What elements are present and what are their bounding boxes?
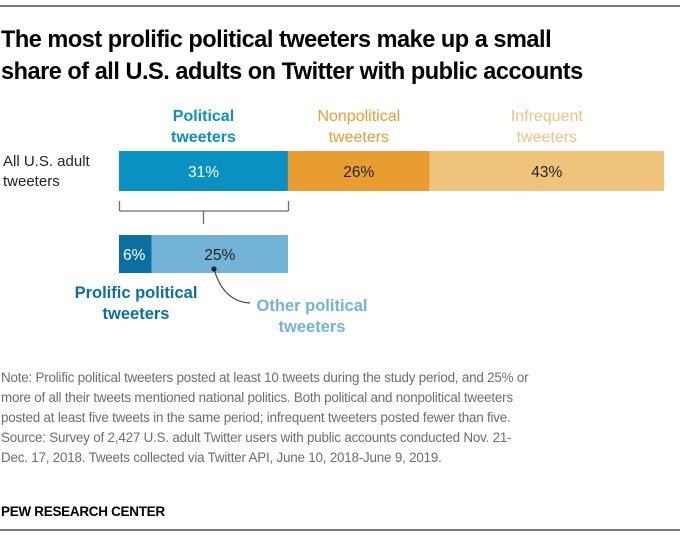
main-bar: 31% 26% 43%	[119, 151, 664, 191]
note-line: Note: Prolific political tweeters posted…	[1, 370, 529, 385]
breakdown-bar: 6% 25%	[119, 235, 288, 273]
legend-label: Political	[173, 108, 234, 125]
data-label: 26%	[343, 164, 374, 181]
legend-label: tweeters	[517, 129, 577, 146]
brand-label: PEW RESEARCH CENTER	[1, 504, 165, 519]
data-label: 25%	[204, 247, 235, 264]
row-label-line: All U.S. adult	[3, 153, 91, 170]
breakdown-labels: Prolific political tweeters Other politi…	[75, 266, 368, 336]
bar-segment-political-tweeters	[119, 151, 288, 191]
prolific-label-line: tweeters	[103, 305, 170, 323]
legend-label: tweeters	[329, 129, 389, 146]
prolific-label-line: Prolific political	[75, 284, 198, 302]
notes: Note: Prolific political tweeters posted…	[1, 368, 680, 468]
other-label-line: Other political	[257, 297, 368, 315]
top-rule	[0, 5, 680, 7]
data-label: 43%	[531, 164, 562, 181]
row-label: All U.S. adult tweeters	[3, 153, 91, 190]
series-labels: Political tweeters Nonpolitical tweeters Inf…	[171, 108, 583, 146]
callout-line	[213, 268, 251, 304]
legend-label: tweeters	[171, 129, 236, 146]
bar-segment-infrequent-tweeters	[429, 151, 664, 191]
row-label-line: tweeters	[3, 173, 60, 190]
other-label-line: tweeters	[279, 318, 346, 336]
data-label: 6%	[123, 247, 146, 264]
breakdown-segment-prolific-political-tweeters	[119, 235, 152, 273]
data-label: 31%	[188, 164, 219, 181]
legend-label: Nonpolitical	[317, 108, 400, 125]
callout-dot	[211, 266, 217, 272]
breakdown-segment-other-political-tweeters	[151, 235, 288, 273]
title-line: The most prolific political tweeters mak…	[1, 26, 552, 53]
bracket-connector	[118, 201, 290, 224]
title-line: share of all U.S. adults on Twitter with…	[1, 58, 583, 85]
note-line: Source: Survey of 2,427 U.S. adult Twitt…	[1, 430, 512, 445]
stacked-bar-chart: Political tweeters Nonpolitical tweeters Inf…	[3, 108, 664, 336]
bottom-rule	[0, 529, 680, 531]
legend-label: Infrequent	[511, 108, 584, 125]
note-line: Dec. 17, 2018. Tweets collected via Twit…	[1, 450, 442, 465]
note-line: more of all their tweets mentioned natio…	[1, 390, 513, 405]
bar-segment-nonpolitical-tweeters	[287, 151, 430, 191]
note-line: posted at least five tweets in the same …	[1, 410, 511, 425]
chart-title: The most prolific political tweeters mak…	[1, 24, 652, 88]
